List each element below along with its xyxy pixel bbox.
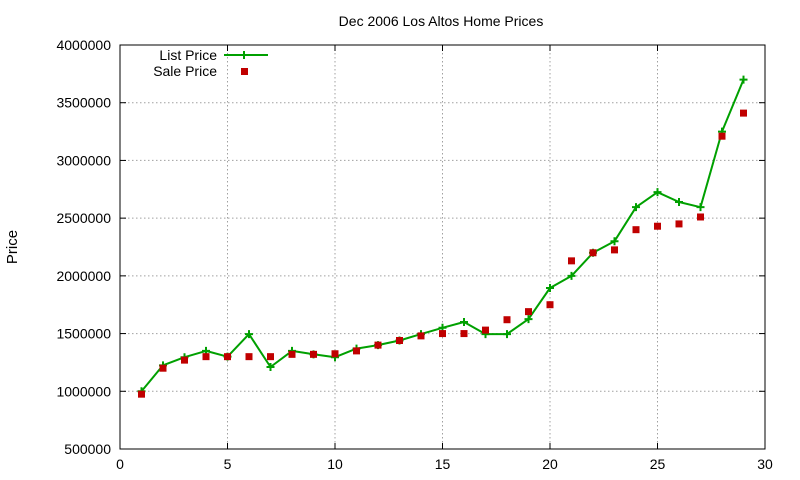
list-price-point: [460, 318, 468, 327]
y-tick-label: 1000000: [56, 383, 111, 399]
y-tick-label: 2000000: [56, 268, 111, 284]
legend-marker-list-price: [240, 51, 248, 59]
x-tick-label: 10: [327, 456, 343, 472]
sale-price-point: [740, 109, 747, 117]
x-tick-label: 0: [116, 456, 124, 472]
x-tick-label: 30: [757, 456, 773, 472]
sale-price-point: [589, 249, 597, 257]
sale-price-point: [417, 332, 425, 340]
sale-price-point: [396, 336, 403, 344]
chart-title: Dec 2006 Los Altos Home Prices: [339, 13, 544, 29]
sale-price-point: [267, 353, 274, 361]
list-price-point: [610, 237, 619, 246]
sale-price-point: [439, 330, 446, 338]
list-price-point: [546, 283, 554, 292]
x-tick-label: 25: [650, 456, 666, 472]
series: [137, 75, 748, 398]
legend-label-list-price: List Price: [159, 47, 217, 63]
sale-price-point: [202, 353, 210, 361]
x-tick-label: 15: [435, 456, 451, 472]
sale-price-point: [138, 390, 145, 398]
sale-price-point: [245, 353, 253, 361]
sale-price-point: [374, 341, 382, 349]
sale-price-point: [503, 316, 511, 324]
legend-marker-sale-price: [241, 68, 248, 75]
sale-price-point: [611, 246, 618, 254]
list-price-point: [675, 197, 683, 206]
list-price-point: [266, 363, 275, 372]
list-price-point: [739, 75, 748, 84]
legend-label-sale-price: Sale Price: [153, 63, 217, 79]
y-tick-label: 1500000: [56, 326, 111, 342]
sale-price-point: [632, 226, 640, 234]
sale-price-point: [331, 350, 339, 358]
sale-price-point: [159, 364, 167, 372]
grid: [120, 45, 765, 449]
axis-ticks: 0 5 10 15 20 25 30 500000 1000000 1500000 2000000 2…: [56, 37, 773, 472]
sale-price-point: [353, 347, 360, 355]
sale-price-point: [181, 356, 188, 364]
y-tick-label: 3500000: [56, 95, 111, 111]
legend: List Price Sale Price: [153, 47, 268, 79]
list-price-point: [632, 203, 640, 212]
sale-price-point: [718, 132, 726, 140]
sale-price-point: [654, 222, 661, 230]
sale-price-point: [568, 257, 575, 265]
y-tick-label: 3000000: [56, 152, 111, 168]
sale-price-point: [482, 326, 489, 334]
x-tick-label: 20: [542, 456, 558, 472]
list-price-point: [653, 188, 662, 197]
list-price-point: [567, 271, 576, 280]
sale-price-point: [525, 308, 532, 316]
list-price-point: [524, 315, 533, 324]
list-price-point: [696, 203, 705, 212]
y-tick-label: 4000000: [56, 37, 111, 53]
list-price-point: [503, 330, 511, 339]
sale-price-point: [224, 353, 231, 361]
list-price-point: [245, 330, 253, 339]
sale-price-point: [288, 350, 296, 358]
y-tick-label: 2500000: [56, 210, 111, 226]
x-tick-label: 5: [224, 456, 232, 472]
sale-price-point: [546, 301, 554, 309]
y-tick-label: 500000: [64, 441, 111, 457]
sale-price-point: [460, 330, 468, 338]
sale-price-point: [675, 220, 683, 228]
y-axis-label: Price: [4, 230, 21, 264]
sale-price-point: [310, 350, 317, 358]
sale-price-point: [697, 213, 704, 221]
